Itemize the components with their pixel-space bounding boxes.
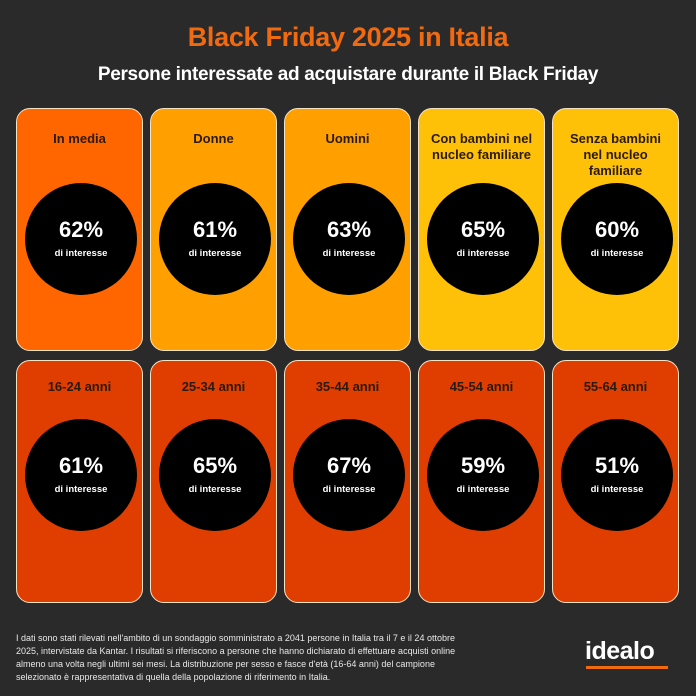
page-title: Black Friday 2025 in Italia — [187, 22, 509, 52]
card-value: 63% — [326, 216, 372, 242]
card-value: 61% — [192, 216, 238, 242]
stat-card-age-55-64: 55-64 anni 51% di interesse — [552, 360, 679, 603]
card-sub: di interesse — [590, 247, 644, 259]
card-label: 16-24 anni — [47, 379, 112, 394]
stat-card-age-16-24: 16-24 anni 61% di interesse — [16, 360, 143, 603]
idealo-logo: idealo — [585, 637, 655, 665]
value-circle: 63% di interesse — [293, 183, 405, 295]
value-circle: 51% di interesse — [561, 419, 673, 531]
card-label: Uomini — [325, 131, 370, 146]
card-value: 67% — [326, 452, 372, 478]
value-circle: 65% di interesse — [159, 419, 271, 531]
card-value: 51% — [594, 452, 640, 478]
card-label: 35-44 anni — [315, 379, 380, 394]
card-value: 61% — [58, 452, 104, 478]
card-sub: di interesse — [188, 483, 242, 495]
stat-card-average: In media 62% di interesse — [16, 108, 143, 351]
stat-card-age-45-54: 45-54 anni 59% di interesse — [418, 360, 545, 603]
stat-grid: In media 62% di interesse Donne 61% di i… — [16, 108, 680, 603]
card-label: In media — [53, 131, 106, 146]
card-sub: di interesse — [590, 483, 644, 495]
card-sub: di interesse — [54, 247, 108, 259]
card-label: Donne — [193, 131, 234, 146]
card-label: Con bambini nel nucleo familiare — [430, 131, 533, 162]
stat-card-men: Uomini 63% di interesse — [284, 108, 411, 351]
value-circle: 65% di interesse — [427, 183, 539, 295]
value-circle: 59% di interesse — [427, 419, 539, 531]
card-label: 55-64 anni — [583, 379, 648, 394]
methodology-footnote: I dati sono stati rilevati nell'ambito d… — [16, 633, 456, 682]
card-sub: di interesse — [54, 483, 108, 495]
card-sub: di interesse — [456, 483, 510, 495]
value-circle: 62% di interesse — [25, 183, 137, 295]
value-circle: 61% di interesse — [25, 419, 137, 531]
card-label: 25-34 anni — [181, 379, 246, 394]
card-value: 59% — [460, 452, 506, 478]
stat-card-age-25-34: 25-34 anni 65% di interesse — [150, 360, 277, 603]
stat-card-with-children: Con bambini nel nucleo familiare 65% di … — [418, 108, 545, 351]
card-label: 45-54 anni — [449, 379, 514, 394]
value-circle: 67% di interesse — [293, 419, 405, 531]
card-sub: di interesse — [456, 247, 510, 259]
card-sub: di interesse — [322, 247, 376, 259]
page-subtitle: Persone interessate ad acquistare durant… — [97, 64, 599, 85]
value-circle: 61% di interesse — [159, 183, 271, 295]
card-label: Senza bambini nel nucleo familiare — [569, 131, 662, 178]
stat-card-age-35-44: 35-44 anni 67% di interesse — [284, 360, 411, 603]
card-value: 60% — [594, 216, 640, 242]
stat-card-women: Donne 61% di interesse — [150, 108, 277, 351]
card-sub: di interesse — [322, 483, 376, 495]
card-sub: di interesse — [188, 247, 242, 259]
card-value: 65% — [192, 452, 238, 478]
stat-card-without-children: Senza bambini nel nucleo familiare 60% d… — [552, 108, 679, 351]
card-value: 62% — [58, 216, 104, 242]
card-value: 65% — [460, 216, 506, 242]
value-circle: 60% di interesse — [561, 183, 673, 295]
logo-underline — [586, 666, 668, 669]
